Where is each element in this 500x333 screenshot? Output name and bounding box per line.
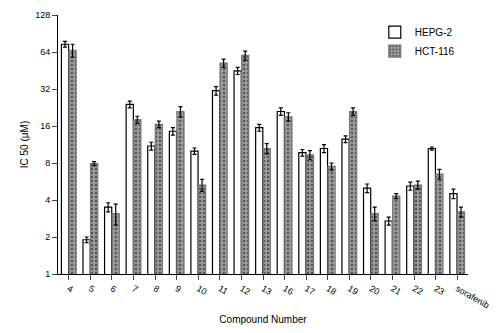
svg-text:IC 50 (μM): IC 50 (μM) [19,121,30,168]
svg-text:16: 16 [40,121,50,131]
svg-text:sorafenib: sorafenib [454,283,491,310]
svg-text:8: 8 [45,158,50,168]
svg-text:7: 7 [130,283,139,294]
svg-text:5: 5 [87,283,96,294]
svg-text:19: 19 [346,283,360,297]
svg-text:4: 4 [66,283,75,294]
svg-text:9: 9 [173,283,182,294]
svg-text:17: 17 [303,283,317,297]
svg-text:HCT-116: HCT-116 [415,46,455,57]
svg-text:64: 64 [40,47,50,57]
svg-text:21: 21 [389,283,403,297]
svg-text:12: 12 [238,283,252,297]
svg-text:6: 6 [109,283,118,294]
svg-text:11: 11 [217,283,230,296]
svg-text:2: 2 [45,232,50,242]
svg-text:13: 13 [260,283,274,297]
svg-text:1: 1 [45,269,50,279]
svg-text:HEPG-2: HEPG-2 [415,27,453,38]
svg-text:128: 128 [35,10,50,20]
svg-text:32: 32 [40,84,50,94]
svg-text:16: 16 [281,283,295,297]
svg-text:4: 4 [45,195,50,205]
svg-text:22: 22 [411,283,425,297]
svg-text:20: 20 [368,283,382,297]
svg-text:Compound Number: Compound Number [219,314,307,325]
svg-text:8: 8 [152,283,161,294]
svg-text:23: 23 [432,283,446,297]
svg-text:10: 10 [195,283,209,297]
svg-text:18: 18 [324,283,338,297]
